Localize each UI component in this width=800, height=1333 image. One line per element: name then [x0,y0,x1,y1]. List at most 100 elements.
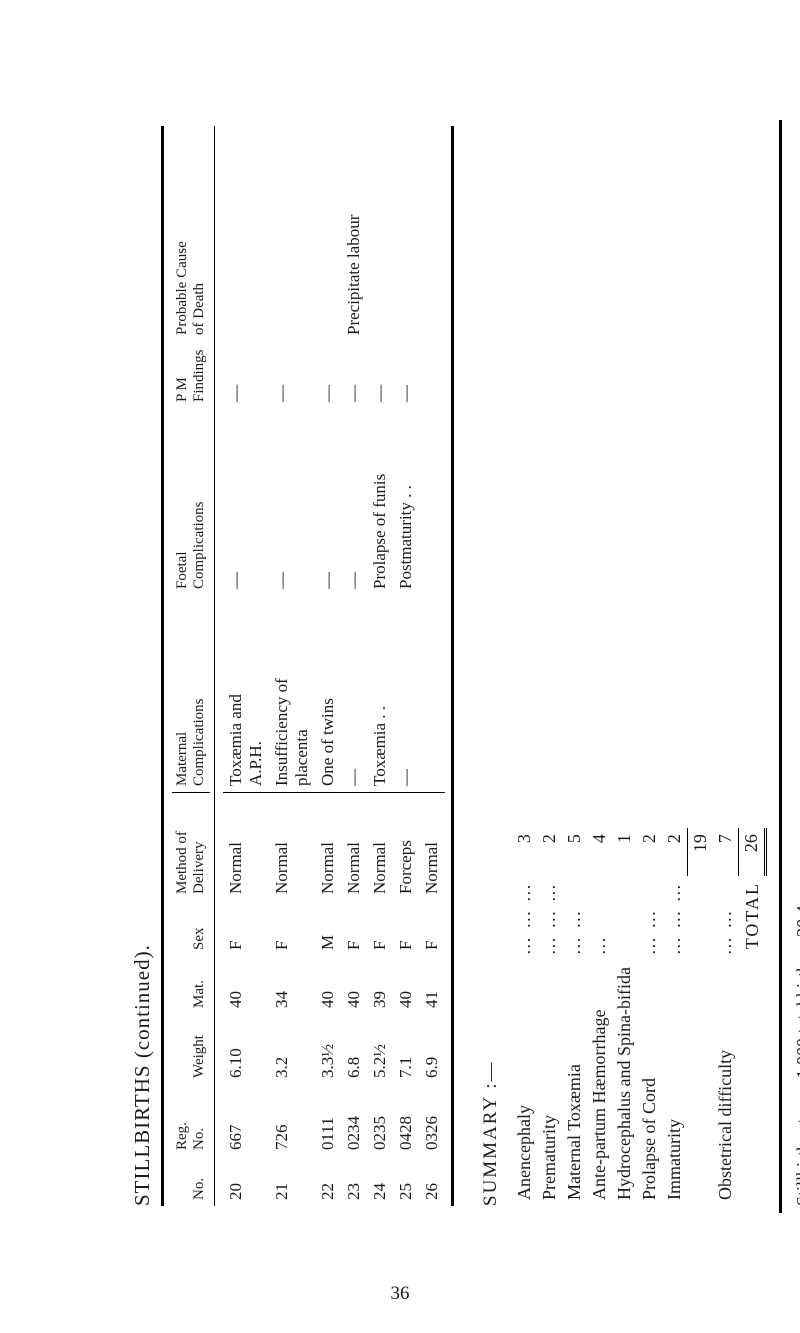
cell-pm: — [315,341,341,408]
summary-row: Maternal Toxæmia… …5 [562,828,587,1206]
cell-cause [393,126,419,341]
cell-mat: 34 [269,956,315,1014]
cell-no: 24 [367,1156,393,1206]
summary-value: 7 [713,828,739,876]
page-number: 36 [391,1283,410,1305]
cell-no: 25 [393,1156,419,1206]
cell-no: 26 [419,1156,445,1206]
table-title: STILLBIRTHS (continued). [130,126,155,1206]
summary-row: Obstetrical difficulty… …7 [713,828,739,1206]
cell-cause [419,126,445,341]
cell-foet: — [315,408,341,595]
summary-dots: … … … [537,876,562,961]
cell-no: 22 [315,1156,341,1206]
table-row: 2504287.140FForceps—Postmaturity . .— [393,126,419,1206]
cell-mat: 40 [223,956,269,1014]
summary-row: Immaturity… … …2 [662,828,688,1206]
rotated-content: STILLBIRTHS (continued). No. Reg.No. Wei… [80,66,720,1266]
cell-reg: 0428 [393,1084,419,1156]
cell-pm: — [269,341,315,408]
cell-wt: 6.9 [419,1014,445,1084]
summary-body: Anencephaly… … …3Prematurity… … …2Matern… [512,828,766,1206]
cell-foet: — [269,408,315,595]
summary-value: 4 [587,828,612,876]
cell-reg: 0234 [341,1084,367,1156]
cell-matcomp: Toxæmia andA.P.H. [223,595,269,793]
cell-reg: 0111 [315,1084,341,1156]
cell-meth: Normal [419,793,445,901]
summary-row: Hydrocephalus and Spina-bifida1 [612,828,637,1206]
summary-label: Obstetrical difficulty [713,961,739,1206]
cell-cause [223,126,269,341]
cell-pm [419,341,445,408]
cell-meth: Normal [341,793,367,901]
hdr-reg: Reg.No. [172,1084,210,1156]
cell-cause [367,126,393,341]
cell-mat: 40 [315,956,341,1014]
cell-wt: 3.2 [269,1014,315,1084]
table-body: 206676.1040FNormalToxæmia andA.P.H.——217… [210,126,445,1206]
cell-wt: 3.3½ [315,1014,341,1084]
summary-value: 2 [637,828,662,876]
cell-pm: — [393,341,419,408]
hdr-sex: Sex [172,900,210,956]
cell-foet: — [341,408,367,595]
hdr-weight: Weight [172,1014,210,1084]
cell-wt: 6.8 [341,1014,367,1084]
cell-sex: F [419,900,445,956]
cell-matcomp: Insufficiency ofplacenta [269,595,315,793]
stillbirths-table: No. Reg.No. Weight Mat. Sex Method ofDel… [172,126,445,1206]
cell-pm: — [367,341,393,408]
cell-foet [419,408,445,595]
summary-title: SUMMARY :— [480,126,502,1206]
table-row: 217263.234FNormalInsufficiency ofplacent… [269,126,315,1206]
table-header-row: No. Reg.No. Weight Mat. Sex Method ofDel… [172,126,210,1206]
summary-label: Hydrocephalus and Spina-bifida [612,961,637,1206]
hdr-pm: P MFindings [172,341,210,408]
subtotal-value: 19 [688,828,714,876]
total-label: TOTAL [739,876,766,961]
cell-sex: F [269,900,315,956]
summary-row: Ante-partum Hæmorrhage…4 [587,828,612,1206]
summary-label: Immaturity [662,961,688,1206]
summary-label: Prolapse of Cord [637,961,662,1206]
cell-reg: 0235 [367,1084,393,1156]
cell-sex: F [367,900,393,956]
cell-pm: — [223,341,269,408]
summary-label: Prematurity [537,961,562,1206]
summary-row: Prolapse of Cord… …2 [637,828,662,1206]
cell-matcomp: — [341,595,367,793]
hdr-method: Method ofDelivery [172,793,210,901]
table-row: 2402355.2½39FNormalToxæmia . .Prolapse o… [367,126,393,1206]
cell-matcomp: — [393,595,419,793]
summary-label: Maternal Toxæmia [562,961,587,1206]
rule-top [161,126,164,1206]
summary-row: Anencephaly… … …3 [512,828,537,1206]
cell-no: 20 [223,1156,269,1206]
cell-meth: Normal [269,793,315,901]
cell-sex: F [393,900,419,956]
cell-mat: 41 [419,956,445,1014]
table-row: 2603266.941FNormal [419,126,445,1206]
cell-reg: 667 [223,1084,269,1156]
summary-total: TOTAL26 [739,828,766,1206]
summary-label: Anencephaly [512,961,537,1206]
cell-wt: 6.10 [223,1014,269,1084]
cell-matcomp: Toxæmia . . [367,595,393,793]
summary-label: Ante-partum Hæmorrhage [587,961,612,1206]
summary-row: Prematurity… … …2 [537,828,562,1206]
cell-mat: 39 [367,956,393,1014]
cell-foet: Prolapse of funis [367,408,393,595]
cell-sex: M [315,900,341,956]
cell-sex: F [341,900,367,956]
summary-value: 3 [512,828,537,876]
hdr-mat: Mat. [172,956,210,1014]
cell-meth: Normal [367,793,393,901]
summary-dots: … … … [662,876,688,961]
summary-value: 5 [562,828,587,876]
cell-mat: 40 [393,956,419,1014]
summary-value: 2 [537,828,562,876]
cell-meth: Forceps [393,793,419,901]
summary-block: SUMMARY :— Anencephaly… … …3Prematurity…… [480,126,800,1206]
summary-dots: … [587,876,612,961]
